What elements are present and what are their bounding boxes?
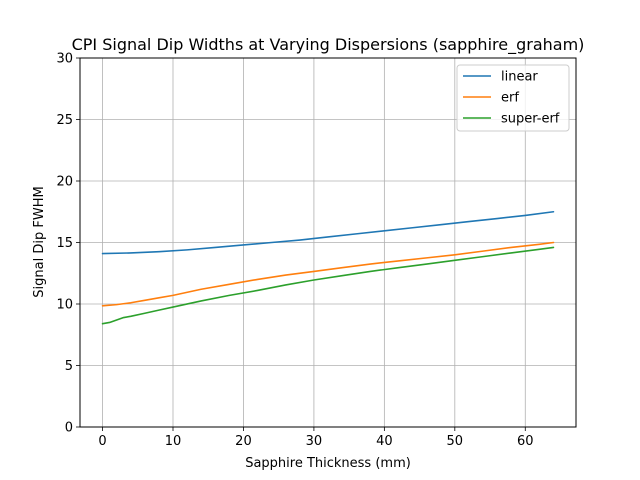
y-tick-label: 30 (56, 52, 73, 67)
x-tick-label: 0 (98, 434, 106, 449)
y-axis-label: Signal Dip FWHM (32, 186, 47, 297)
series-line-super-erf (101, 246, 555, 325)
y-tick-label: 25 (56, 113, 73, 128)
legend-box (456, 64, 570, 132)
x-tick-label: 50 (447, 434, 464, 449)
x-tick-label: 20 (235, 434, 252, 449)
series-lines (101, 210, 555, 325)
y-tick-label: 15 (56, 236, 73, 251)
legend-label-erf: erf (501, 91, 519, 106)
y-tick-label: 5 (65, 359, 73, 374)
series-line-erf (101, 241, 555, 307)
series-line-linear (101, 210, 555, 255)
y-tick-label: 10 (56, 298, 73, 313)
x-tick-label: 40 (376, 434, 393, 449)
legend: linear erf super-erf (456, 64, 570, 132)
y-tick-label: 20 (56, 175, 73, 190)
y-tick-label: 0 (65, 421, 73, 436)
x-axis-label: Sapphire Thickness (mm) (245, 456, 411, 471)
chart-title: CPI Signal Dip Widths at Varying Dispers… (72, 35, 585, 55)
x-tick-label: 30 (306, 434, 323, 449)
x-tick-label: 10 (165, 434, 182, 449)
x-tick-label: 60 (517, 434, 534, 449)
legend-label-linear: linear (501, 70, 538, 85)
axis-ticks: 0 10 20 30 40 50 60 0 5 10 15 20 25 30 (56, 52, 533, 450)
legend-label-super-erf: super-erf (501, 112, 560, 127)
